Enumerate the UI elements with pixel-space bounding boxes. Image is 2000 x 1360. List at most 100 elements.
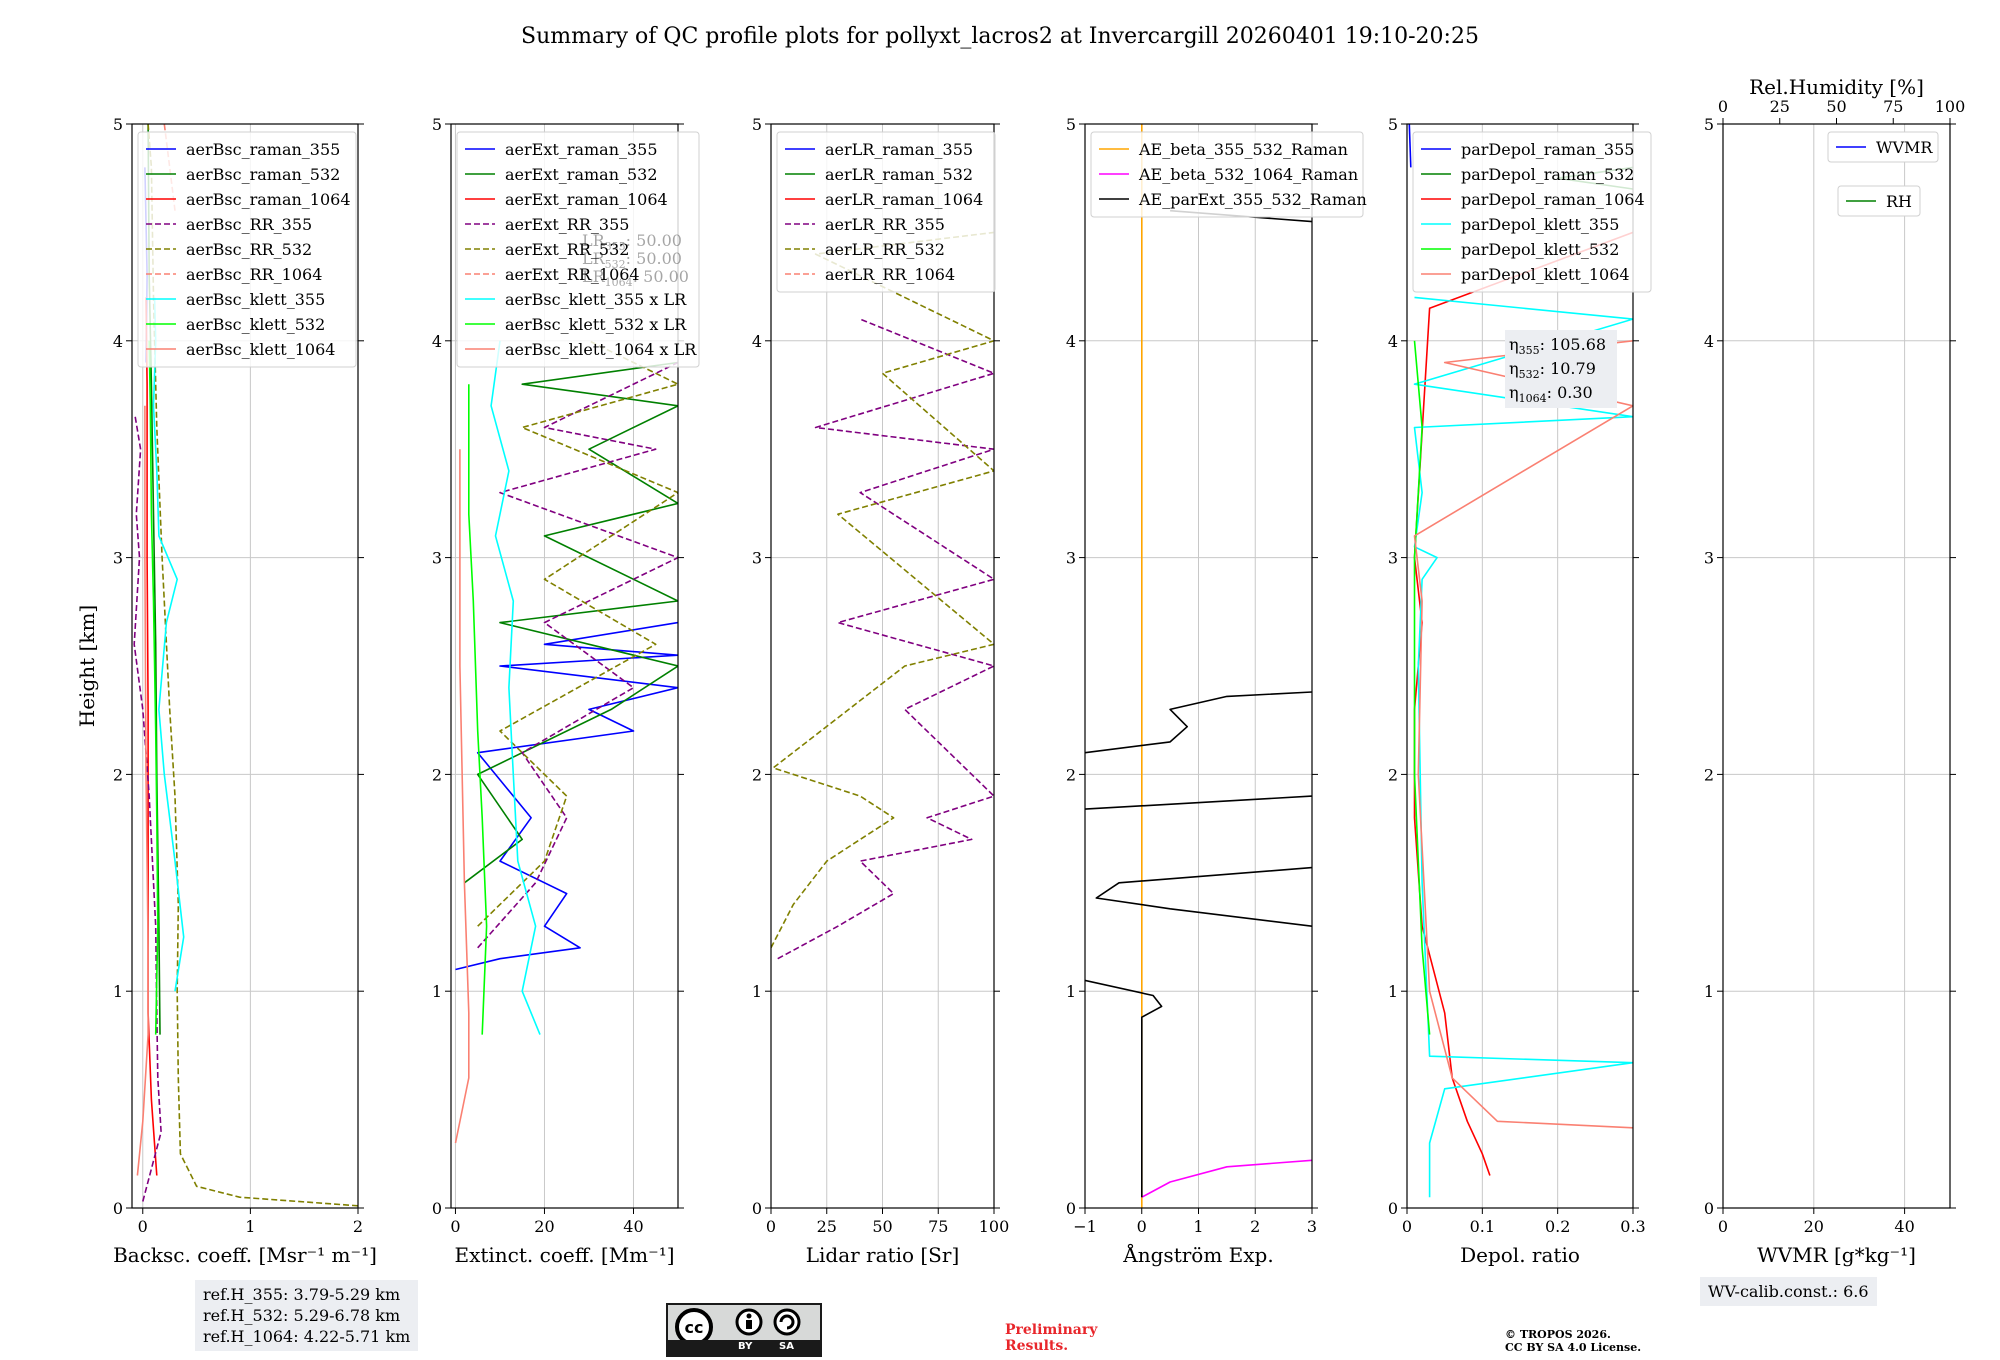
x-tick-label: 20	[534, 1217, 554, 1236]
legend-box	[776, 131, 996, 293]
y-tick-label: 5	[1066, 115, 1076, 134]
panel-extinction: 0 20 40 0 1 2 3 4 5 Extinct. coeff. [Mm⁻¹] aerExt_…	[432, 115, 700, 1267]
series-line-aerExt_RR_355	[477, 361, 678, 949]
series-line-aerLR_RR_355	[777, 318, 994, 960]
legend-label: aerLR_raman_532	[825, 165, 973, 184]
legend-label: aerBsc_klett_355 x LR	[505, 290, 687, 309]
sa-icon	[773, 1308, 801, 1336]
series-line-aerBsc_klett_532	[148, 340, 159, 1035]
axes-frame	[450, 123, 679, 1209]
y-tick-label: 3	[1066, 549, 1076, 568]
x-tick-label: 50	[872, 1217, 892, 1236]
legend-box	[1837, 185, 1921, 217]
top-x-tick-label: 25	[1770, 97, 1790, 116]
series-line-aerBsc_klett_355 x LR	[490, 340, 541, 1035]
by-label: BY	[738, 1341, 753, 1352]
y-tick-label: 4	[752, 332, 762, 351]
y-tick-label: 3	[432, 549, 442, 568]
series-line-parDepol_klett_355	[1413, 296, 1633, 1198]
legend: WVMR RH	[1827, 131, 1939, 217]
legend-label: aerExt_RR_532	[505, 240, 629, 259]
y-tick-label: 0	[1066, 1199, 1076, 1218]
sa-label: SA	[779, 1341, 794, 1352]
y-tick-label: 2	[432, 765, 442, 784]
eta-label: η532: 10.79	[1509, 359, 1596, 381]
sa-icon-arc	[779, 1314, 795, 1330]
y-tick-label: 0	[1388, 1199, 1398, 1218]
x-tick-label: 3	[1307, 1217, 1317, 1236]
y-tick-label: 3	[113, 549, 123, 568]
y-tick-label: 1	[1704, 982, 1714, 1001]
legend-label: AE_beta_355_532_Raman	[1138, 140, 1348, 159]
series-line-AE_parExt_355_532_Raman_seg4	[1085, 691, 1312, 754]
legend-label: aerBsc_raman_532	[186, 165, 340, 184]
legend-label: aerExt_raman_1064	[505, 190, 668, 209]
panel-wvmr: 0 20 40 0 1 2 3 4 5 WVMR [g*kg⁻¹] 0 25 50 75 100 Rel.Hu…	[1704, 75, 1965, 1267]
series-line-aerBsc_klett_1064 x LR	[454, 449, 470, 1144]
y-tick-label: 3	[1704, 549, 1714, 568]
legend-label: aerLR_raman_355	[825, 140, 973, 159]
y-tick-label: 0	[432, 1199, 442, 1218]
series-line-AE_parExt_355_532_Raman	[1085, 979, 1163, 1198]
x-axis-label: Backsc. coeff. [Msr⁻¹ m⁻¹]	[113, 1243, 377, 1267]
y-tick-label: 4	[1704, 332, 1714, 351]
y-tick-label: 5	[1704, 115, 1714, 134]
top-x-tick-label: 100	[1935, 97, 1966, 116]
by-icon-body	[746, 1320, 752, 1329]
legend-label: AE_beta_532_1064_Raman	[1138, 165, 1358, 184]
cc-license-badge: cc BY SA	[666, 1303, 822, 1357]
legend-label: parDepol_klett_1064	[1461, 265, 1630, 284]
y-tick-label: 2	[1704, 765, 1714, 784]
y-tick-label: 1	[432, 982, 442, 1001]
y-tick-label: 0	[1704, 1199, 1714, 1218]
x-tick-label: 0	[138, 1217, 148, 1236]
by-icon-head	[746, 1313, 752, 1319]
x-tick-label: 0.1	[1470, 1217, 1495, 1236]
panel-backscatter: 0 1 2 0 1 2 3 4 5 Backsc. coeff. [Msr⁻¹ m⁻¹] Heigh…	[75, 115, 377, 1267]
legend: aerBsc_raman_355 aerBsc_raman_532 aerBsc_r…	[137, 131, 357, 368]
x-tick-label: 25	[817, 1217, 837, 1236]
series-line-parDepol_raman_355	[1408, 124, 1412, 168]
legend-label: aerBsc_raman_355	[186, 140, 340, 159]
panel-depol: 0 0.1 0.2 0.3 0 1 2 3 4 5 Depol. ratio parDepol_ram…	[1388, 115, 1652, 1267]
x-axis-label: Depol. ratio	[1460, 1243, 1580, 1267]
x-tick-label: 20	[1804, 1217, 1824, 1236]
legend-label: aerBsc_klett_532	[186, 315, 325, 334]
legend-label: aerBsc_RR_532	[186, 240, 312, 259]
legend-label: aerBsc_RR_1064	[186, 265, 322, 284]
y-tick-label: 4	[432, 332, 442, 351]
axes-frame	[1722, 123, 1951, 1209]
y-tick-label: 5	[113, 115, 123, 134]
y-tick-label: 1	[1388, 982, 1398, 1001]
series-line-aerBsc_klett_355	[152, 297, 185, 992]
legend-label: parDepol_klett_532	[1461, 240, 1619, 259]
series-line-AE_parExt_355_532_Raman_seg2	[1095, 866, 1312, 927]
legend-box	[1412, 131, 1652, 293]
y-tick-label: 4	[113, 332, 123, 351]
ref-height-355: ref.H_355: 3.79-5.29 km	[203, 1285, 401, 1304]
x-tick-label: 1	[1193, 1217, 1203, 1236]
ref-height-532: ref.H_532: 5.29-6.78 km	[203, 1306, 401, 1325]
y-tick-label: 3	[1388, 549, 1398, 568]
x-tick-label: 0	[766, 1217, 776, 1236]
panel-lidar_ratio: 0 25 50 75 100 0 1 2 3 4 5 Lidar ratio [Sr] aerLR_ra…	[752, 115, 1009, 1267]
series-line-aerExt_raman_532	[463, 361, 678, 884]
y-tick-label: 1	[113, 982, 123, 1001]
legend-label: aerBsc_raman_1064	[186, 190, 351, 209]
eta-label: η1064: 0.30	[1509, 383, 1593, 405]
y-tick-label: 1	[752, 982, 762, 1001]
x-tick-label: −1	[1073, 1217, 1097, 1236]
legend-label: aerBsc_klett_355	[186, 290, 325, 309]
x-tick-label: 100	[979, 1217, 1010, 1236]
legend-label: aerExt_raman_532	[505, 165, 658, 184]
series-line-aerExt_RR_532	[477, 340, 678, 927]
legend: AE_beta_355_532_Raman AE_beta_532_1064_Ra…	[1090, 131, 1367, 218]
y-tick-label: 2	[752, 765, 762, 784]
x-axis-label: Ångström Exp.	[1122, 1242, 1273, 1267]
legend-label: AE_parExt_355_532_Raman	[1138, 190, 1367, 209]
cc-icon	[675, 1308, 713, 1341]
x-tick-label: 0.2	[1545, 1217, 1570, 1236]
